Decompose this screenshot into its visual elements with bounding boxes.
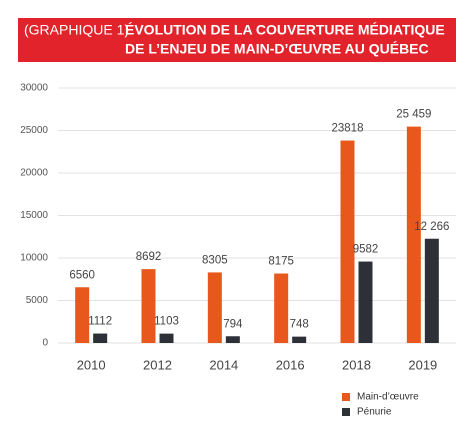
bar [93,333,108,343]
x-tick-label: 2016 [276,357,305,372]
y-tick-label: 25000 [20,125,48,136]
value-label: 25 459 [396,109,431,121]
legend-label: Main-d’œuvre [357,392,419,403]
bar [141,269,156,343]
x-tick-label: 2014 [209,357,238,372]
x-tick-label: 2012 [143,357,172,372]
value-label: 12 266 [414,221,449,233]
bar [424,238,439,343]
legend-swatch [342,393,350,401]
legend-label: Pénurie [357,407,392,418]
bar [274,273,289,343]
chart-label: (GRAPHIQUE 1) [24,22,129,38]
x-tick-label: 2010 [77,357,106,372]
value-label: 794 [223,318,243,330]
bar [406,126,421,343]
value-label: 23818 [332,123,364,135]
y-tick-label: 10000 [20,253,48,264]
y-tick-label: 15000 [20,210,48,221]
value-label: 6560 [69,269,95,281]
value-label: 748 [290,319,309,331]
chart-title: ÉVOLUTION DE LA COUVERTURE MÉDIATIQUE [125,22,445,38]
value-label: 9582 [353,244,379,256]
value-label: 8175 [268,256,294,268]
y-tick-label: 20000 [20,168,48,179]
bar [340,140,355,343]
x-tick-label: 2018 [342,357,371,372]
y-tick-label: 0 [42,338,48,349]
legend-swatch [342,408,350,416]
y-tick-label: 5000 [26,295,49,306]
bar [75,287,90,343]
value-label: 8692 [136,251,162,263]
y-tick-label: 30000 [20,83,48,94]
bar [292,336,307,343]
bar [358,261,373,343]
value-label: 1103 [154,316,179,328]
bar [159,333,174,343]
x-tick-label: 2019 [408,357,437,372]
value-label: 1112 [88,316,112,328]
bar [207,272,222,343]
value-label: 8305 [202,254,228,266]
chart-title: DE L’ENJEU DE MAIN-D’ŒUVRE AU QUÉBEC [125,41,429,57]
title-banner [18,18,456,62]
bar [225,336,240,343]
